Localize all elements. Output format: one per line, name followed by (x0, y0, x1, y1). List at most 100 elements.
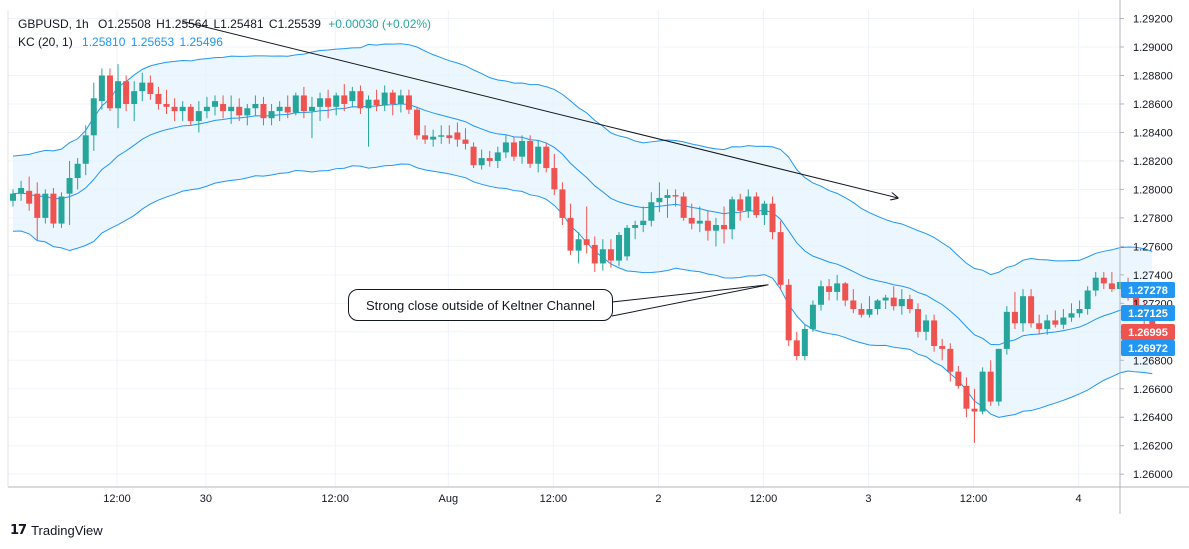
candle-body (939, 346, 946, 349)
kc-basis-tag: 1.27125 (1121, 305, 1175, 321)
symbol-label[interactable]: GBPUSD, 1h (18, 17, 89, 31)
candle-body (632, 225, 639, 228)
candle-body (801, 328, 808, 357)
candle-body (1028, 296, 1035, 324)
candle-body (923, 320, 930, 332)
candle-body (729, 199, 736, 230)
candle-body (244, 108, 251, 116)
y-tick-label: 1.26200 (1133, 441, 1173, 453)
y-tick-label: 1.26000 (1133, 469, 1173, 481)
channel-fill (13, 43, 1153, 418)
close-value: C1.25539 (268, 17, 321, 31)
trend-line-arrow (182, 20, 898, 198)
candle-body (971, 408, 978, 412)
candle-body (1020, 296, 1026, 324)
candle-body (106, 75, 113, 109)
candle-body (147, 82, 154, 95)
candle-body (195, 111, 202, 122)
candle-body (866, 309, 873, 315)
candle-body (1108, 283, 1115, 290)
candle-body (624, 227, 631, 257)
kc-basis-tag-bg (1121, 305, 1175, 321)
candle-body (74, 163, 81, 179)
candlesticks (10, 64, 1156, 443)
candle-body (18, 187, 25, 194)
candle-body (446, 135, 453, 139)
candle-body (292, 95, 299, 113)
x-tick-label: 12:00 (540, 493, 568, 505)
candle-body (228, 106, 235, 112)
candle-body (381, 92, 388, 106)
callout-text: Strong close outside of Keltner Channel (365, 297, 596, 313)
candle-body (1052, 320, 1059, 325)
candle-body (470, 146, 477, 166)
x-tick-label: 4 (1075, 493, 1081, 505)
candle-body (58, 196, 65, 224)
high-value: H1.25564 (156, 17, 209, 31)
candle-body (672, 195, 679, 197)
candle-body (139, 82, 146, 92)
indicator-name[interactable]: KC (20, 1) (18, 35, 73, 49)
candle-body (462, 139, 469, 144)
indicator-upper-value: 1.25810 (82, 35, 126, 49)
candle-body (494, 152, 501, 161)
candle-body (874, 300, 881, 310)
kc-upper-tag: 1.27278 (1121, 282, 1175, 298)
x-tick-label: 3 (865, 493, 871, 505)
candle-body (260, 103, 267, 119)
candle-body (567, 217, 574, 251)
candle-body (559, 189, 566, 218)
candle-body (1068, 313, 1075, 318)
candle-body (42, 193, 49, 218)
candle-body (1076, 309, 1083, 314)
candle-body (373, 99, 380, 106)
candle-body (98, 75, 105, 102)
candle-body (898, 299, 905, 307)
kc-lower-line (12, 163, 1153, 418)
candle-body (26, 190, 33, 204)
tradingview-logo-icon: 𝟭𝟳 (10, 522, 27, 537)
candle-body (252, 103, 259, 109)
candle-body (737, 199, 744, 211)
candle-body (333, 95, 340, 107)
candle-body (203, 106, 210, 112)
candle-body (454, 132, 461, 140)
candle-body (680, 196, 687, 218)
candle-body (50, 193, 57, 224)
candle-body (414, 109, 420, 136)
candle-body (325, 98, 332, 107)
x-tick-label: 2 (655, 493, 661, 505)
candle-body (187, 106, 194, 122)
candle-body (834, 283, 841, 292)
candle-body (656, 197, 663, 203)
candle-body (236, 106, 243, 116)
candle-body (769, 203, 776, 233)
candle-body (664, 195, 671, 198)
candle-body (389, 92, 396, 104)
candle-body (575, 239, 582, 251)
candle-body (882, 297, 889, 301)
candle-body (34, 193, 41, 218)
candle-body (179, 106, 186, 112)
candle-body (591, 244, 598, 264)
candle-body (1011, 311, 1018, 324)
brand-name: TradingView (31, 522, 103, 538)
candle-body (809, 304, 816, 329)
y-tick-label: 1.26400 (1133, 412, 1173, 424)
kc-basis-tag-text: 1.27125 (1128, 308, 1168, 320)
candle-body (405, 95, 412, 110)
candle-body (66, 178, 73, 194)
candle-body (486, 158, 493, 161)
footer-brand[interactable]: 𝟭𝟳 TradingView (10, 522, 103, 538)
x-tick-label: 12:00 (321, 493, 349, 505)
callout-annotation[interactable]: Strong close outside of Keltner Channel (348, 289, 613, 321)
candle-body (438, 135, 445, 137)
candle-body (648, 202, 655, 221)
candle-body (543, 146, 550, 169)
candle-body (858, 309, 865, 315)
candle-body (890, 297, 897, 307)
candle-body (10, 193, 16, 201)
y-tick-label: 1.28200 (1133, 156, 1173, 168)
kc-upper-tag-bg (1121, 282, 1175, 298)
